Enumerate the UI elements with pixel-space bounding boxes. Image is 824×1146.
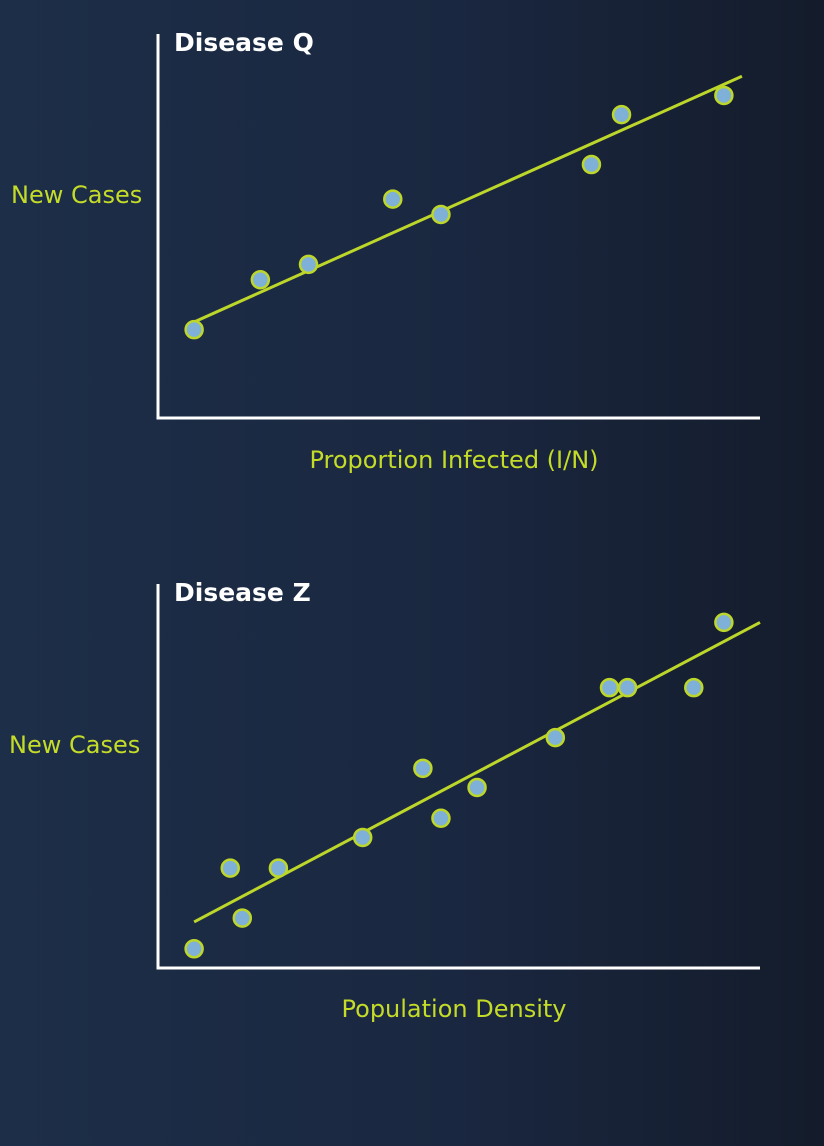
data-point bbox=[298, 254, 319, 275]
data-point bbox=[250, 270, 271, 290]
data-point bbox=[184, 939, 204, 959]
data-point bbox=[611, 104, 632, 125]
data-point bbox=[431, 808, 451, 828]
data-point bbox=[617, 677, 638, 698]
data-point bbox=[467, 777, 487, 798]
y-axis-label: New Cases bbox=[9, 731, 141, 759]
data-point bbox=[268, 858, 289, 878]
chart-title: Disease Z bbox=[174, 578, 311, 607]
x-axis-label: Population Density bbox=[341, 995, 567, 1023]
data-point bbox=[599, 677, 620, 698]
data-point bbox=[714, 85, 734, 106]
data-point bbox=[545, 727, 566, 748]
data-point bbox=[352, 827, 373, 848]
data-point bbox=[431, 204, 451, 225]
data-point bbox=[184, 319, 204, 340]
y-axis-label: New Cases bbox=[11, 181, 143, 209]
data-point bbox=[714, 612, 734, 633]
trend-line bbox=[193, 74, 743, 324]
data-point bbox=[220, 858, 240, 878]
data-point bbox=[383, 189, 403, 209]
data-point bbox=[413, 758, 433, 779]
x-axis-label: Proportion Infected (I/N) bbox=[309, 446, 599, 474]
data-point bbox=[684, 677, 704, 698]
trend-line bbox=[193, 621, 761, 924]
data-point bbox=[232, 908, 253, 928]
data-point bbox=[581, 154, 602, 175]
chart-title: Disease Q bbox=[174, 28, 314, 57]
